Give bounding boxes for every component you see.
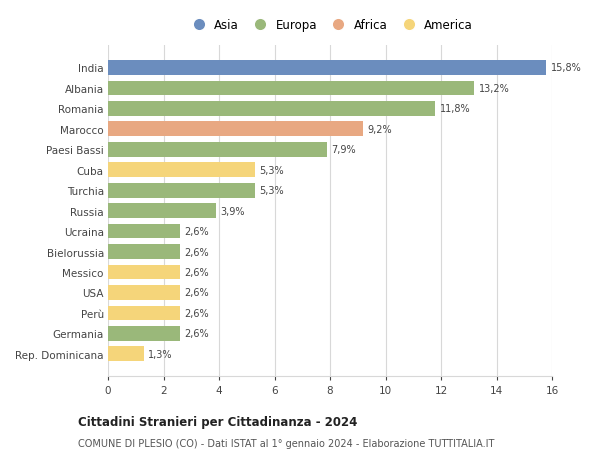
Text: 2,6%: 2,6% xyxy=(184,268,209,277)
Bar xyxy=(108,265,180,280)
Text: 11,8%: 11,8% xyxy=(440,104,470,114)
Text: COMUNE DI PLESIO (CO) - Dati ISTAT al 1° gennaio 2024 - Elaborazione TUTTITALIA.: COMUNE DI PLESIO (CO) - Dati ISTAT al 1°… xyxy=(78,438,494,448)
Text: 9,2%: 9,2% xyxy=(367,124,392,134)
Text: 5,3%: 5,3% xyxy=(259,186,284,196)
Text: 2,6%: 2,6% xyxy=(184,247,209,257)
Bar xyxy=(108,245,180,259)
Text: 2,6%: 2,6% xyxy=(184,288,209,298)
Text: 2,6%: 2,6% xyxy=(184,329,209,339)
Bar xyxy=(108,224,180,239)
Text: 1,3%: 1,3% xyxy=(148,349,173,359)
Text: 3,9%: 3,9% xyxy=(220,206,245,216)
Bar xyxy=(108,143,327,157)
Legend: Asia, Europa, Africa, America: Asia, Europa, Africa, America xyxy=(184,16,476,35)
Text: Cittadini Stranieri per Cittadinanza - 2024: Cittadini Stranieri per Cittadinanza - 2… xyxy=(78,415,358,428)
Text: 2,6%: 2,6% xyxy=(184,308,209,318)
Text: 5,3%: 5,3% xyxy=(259,165,284,175)
Text: 15,8%: 15,8% xyxy=(551,63,581,73)
Bar xyxy=(108,102,436,117)
Text: 7,9%: 7,9% xyxy=(331,145,356,155)
Bar xyxy=(108,61,547,76)
Bar xyxy=(108,184,255,198)
Text: 2,6%: 2,6% xyxy=(184,227,209,236)
Text: 13,2%: 13,2% xyxy=(478,84,509,94)
Bar xyxy=(108,204,216,218)
Bar xyxy=(108,326,180,341)
Bar xyxy=(108,306,180,320)
Bar xyxy=(108,347,144,361)
Bar xyxy=(108,81,474,96)
Bar xyxy=(108,122,363,137)
Bar xyxy=(108,163,255,178)
Bar xyxy=(108,285,180,300)
